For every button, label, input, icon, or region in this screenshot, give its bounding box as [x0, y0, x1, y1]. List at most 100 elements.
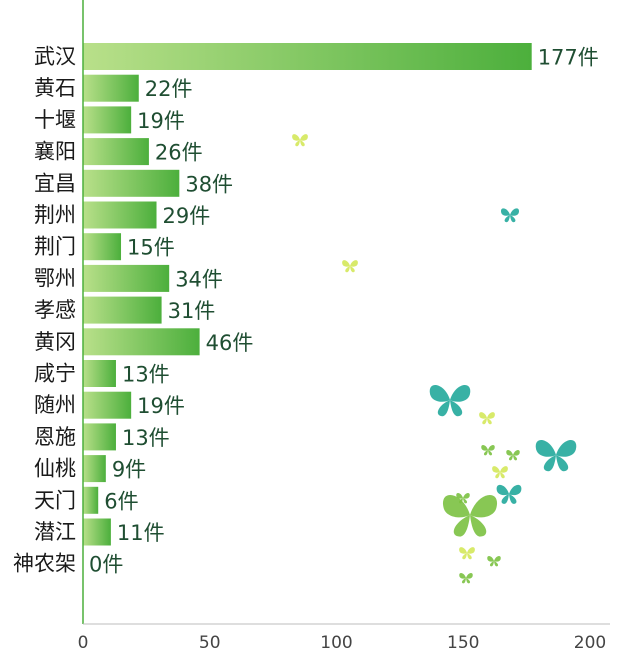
butterfly-icon — [506, 450, 520, 461]
bar-11 — [83, 360, 116, 387]
butterfly-wing-right-lower — [509, 494, 517, 504]
x-tick-label: 100 — [320, 633, 352, 653]
butterfly-icon — [429, 385, 471, 417]
category-label: 仙桃 — [34, 457, 76, 481]
category-label: 随州 — [34, 393, 76, 417]
value-label: 9件 — [112, 458, 146, 482]
category-label: 鄂州 — [34, 266, 76, 290]
butterfly-wing-right-upper — [466, 573, 473, 579]
value-label: 34件 — [175, 267, 223, 291]
butterfly-wing-right-lower — [556, 455, 569, 472]
butterfly-wing-right-upper — [513, 450, 520, 456]
category-label: 荆门 — [34, 235, 76, 259]
bar-13 — [83, 423, 116, 451]
butterfly-wing-left-lower — [489, 561, 494, 567]
butterfly-wing-left-lower — [504, 215, 510, 223]
butterfly-icon — [342, 260, 358, 273]
category-label: 十堰 — [34, 108, 76, 132]
butterfly-wing-left-lower — [483, 450, 488, 456]
value-label: 177件 — [538, 46, 599, 70]
butterfly-wing-left-lower — [462, 553, 467, 560]
bar-3 — [83, 106, 132, 134]
butterfly-wing-left-lower — [461, 578, 466, 584]
butterfly-wing-right-lower — [467, 553, 472, 560]
category-label: 潜江 — [34, 520, 76, 544]
value-label: 46件 — [206, 331, 254, 355]
x-tick-label: 50 — [199, 633, 221, 653]
category-label: 天门 — [34, 488, 76, 512]
bar-15 — [83, 486, 99, 514]
butterfly-icon — [487, 556, 501, 567]
bar-10 — [83, 328, 200, 356]
butterfly-wing-right-lower — [487, 418, 492, 425]
butterfly-decorations — [292, 134, 577, 584]
butterfly-wing-right-lower — [350, 266, 355, 273]
category-label: 襄阳 — [34, 140, 76, 164]
butterfly-wing-left-upper — [535, 440, 556, 457]
butterfly-wing-left-lower — [437, 400, 450, 417]
value-label: 11件 — [117, 521, 165, 545]
butterfly-icon — [492, 466, 508, 479]
value-label: 13件 — [122, 363, 170, 387]
category-label: 荆州 — [34, 203, 76, 227]
butterfly-wing-left-upper — [487, 556, 494, 562]
category-label: 武汉 — [34, 45, 76, 69]
butterfly-wing-right-lower — [470, 515, 487, 537]
category-label: 孝感 — [34, 298, 76, 322]
category-label: 黄石 — [34, 76, 76, 100]
butterfly-wing-left-upper — [459, 573, 466, 579]
bar-6 — [83, 201, 157, 229]
butterfly-wing-left-upper — [456, 493, 463, 499]
butterfly-wing-right-lower — [466, 578, 471, 584]
butterfly-wing-left-lower — [458, 498, 463, 504]
butterfly-wing-right-upper — [450, 385, 471, 402]
butterfly-wing-left-upper — [442, 495, 470, 518]
butterfly-wing-right-upper — [510, 208, 520, 216]
butterfly-wing-left-lower — [295, 140, 300, 147]
butterfly-wing-left-upper — [500, 208, 510, 216]
butterfly-icon — [496, 484, 522, 504]
butterfly-wing-left-lower — [543, 455, 556, 472]
bar-4 — [83, 138, 149, 166]
butterfly-wing-left-lower — [453, 515, 470, 537]
butterfly-icon — [292, 134, 308, 147]
value-label: 31件 — [168, 299, 216, 323]
bar-1 — [83, 43, 532, 70]
bar-7 — [83, 233, 122, 261]
butterfly-wing-left-upper — [342, 260, 350, 267]
butterfly-wing-left-upper — [292, 134, 300, 141]
butterfly-wing-left-upper — [429, 385, 450, 402]
value-label: 6件 — [104, 489, 138, 513]
butterfly-wing-left-lower — [508, 455, 513, 461]
butterfly-wing-left-upper — [481, 445, 488, 451]
butterfly-wing-right-lower — [510, 215, 516, 223]
x-tick-label: 200 — [574, 633, 606, 653]
value-label: 29件 — [163, 204, 211, 228]
butterfly-wing-left-upper — [496, 484, 509, 496]
butterfly-wing-right-lower — [450, 400, 463, 417]
butterfly-wing-right-upper — [494, 556, 501, 562]
butterfly-wing-left-lower — [495, 472, 500, 479]
bar-12 — [83, 391, 132, 419]
butterfly-wing-right-upper — [350, 260, 358, 267]
butterfly-wing-left-upper — [506, 450, 513, 456]
butterfly-wing-left-upper — [492, 466, 500, 473]
butterfly-wing-left-upper — [479, 412, 487, 419]
butterfly-icon — [442, 495, 498, 537]
butterfly-icon — [535, 440, 577, 472]
butterfly-icon — [459, 573, 473, 584]
butterfly-wing-right-upper — [467, 547, 475, 554]
category-label: 咸宁 — [34, 362, 76, 386]
value-label: 38件 — [185, 172, 233, 196]
butterfly-icon — [481, 445, 495, 456]
butterfly-wing-right-lower — [500, 472, 505, 479]
butterfly-wing-right-upper — [463, 493, 470, 499]
butterfly-wing-right-upper — [556, 440, 577, 457]
value-label: 19件 — [137, 394, 185, 418]
butterfly-icon — [500, 208, 520, 223]
x-tick-label: 150 — [447, 633, 479, 653]
butterfly-wing-right-upper — [488, 445, 495, 451]
